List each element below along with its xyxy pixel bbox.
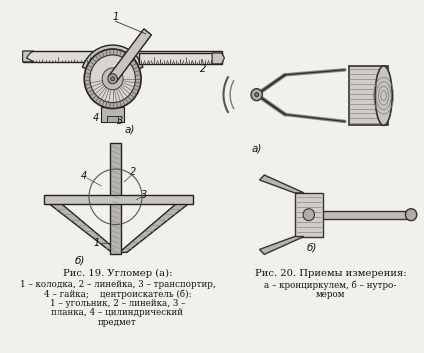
Text: 1: 1 (112, 12, 119, 22)
Text: 2: 2 (130, 167, 137, 177)
Polygon shape (259, 237, 304, 255)
Circle shape (303, 209, 315, 221)
Text: Рис. 19. Угломер (а):: Рис. 19. Угломер (а): (63, 269, 172, 279)
Text: б): б) (74, 255, 85, 265)
Circle shape (111, 77, 114, 81)
Circle shape (251, 89, 262, 101)
Polygon shape (45, 195, 193, 204)
Circle shape (90, 55, 135, 103)
Circle shape (84, 49, 141, 108)
Polygon shape (212, 53, 224, 64)
Text: а): а) (251, 143, 262, 153)
Bar (349, 66, 388, 125)
Text: 1: 1 (93, 239, 100, 249)
Wedge shape (82, 45, 143, 79)
Text: Рис. 20. Приемы измерения:: Рис. 20. Приемы измерения: (255, 269, 406, 278)
Text: 4 – гайка;    центроискатель (б):: 4 – гайка; центроискатель (б): (44, 289, 191, 299)
Ellipse shape (375, 66, 392, 125)
Text: 1 – угольник, 2 – линейка, 3 –: 1 – угольник, 2 – линейка, 3 – (50, 299, 185, 308)
Polygon shape (109, 29, 151, 82)
Text: 4: 4 (92, 113, 99, 124)
Circle shape (405, 209, 417, 221)
Text: планка, 4 – цилиндрический: планка, 4 – цилиндрический (51, 309, 184, 317)
Polygon shape (49, 204, 119, 252)
Circle shape (102, 68, 123, 90)
Polygon shape (321, 211, 411, 219)
Bar (107, 116, 118, 122)
Polygon shape (22, 51, 34, 62)
Polygon shape (295, 193, 323, 237)
Bar (101, 107, 124, 122)
Text: 2: 2 (200, 64, 206, 74)
Polygon shape (110, 143, 121, 255)
Polygon shape (259, 175, 304, 193)
Text: мером: мером (316, 289, 345, 299)
Text: а – кронциркулем, б – нутро-: а – кронциркулем, б – нутро- (265, 280, 397, 290)
Circle shape (255, 93, 259, 97)
Polygon shape (119, 204, 188, 252)
Circle shape (108, 74, 117, 84)
Text: предмет: предмет (98, 318, 137, 327)
Text: а): а) (125, 124, 135, 134)
Text: 3: 3 (117, 116, 123, 126)
Text: б): б) (307, 243, 317, 252)
Text: 4: 4 (81, 171, 87, 181)
Bar (139, 53, 222, 64)
Text: 3: 3 (141, 190, 147, 200)
Text: 1 – колодка, 2 – линейка, 3 – транспортир,: 1 – колодка, 2 – линейка, 3 – транспорти… (20, 280, 215, 289)
Polygon shape (22, 51, 222, 62)
